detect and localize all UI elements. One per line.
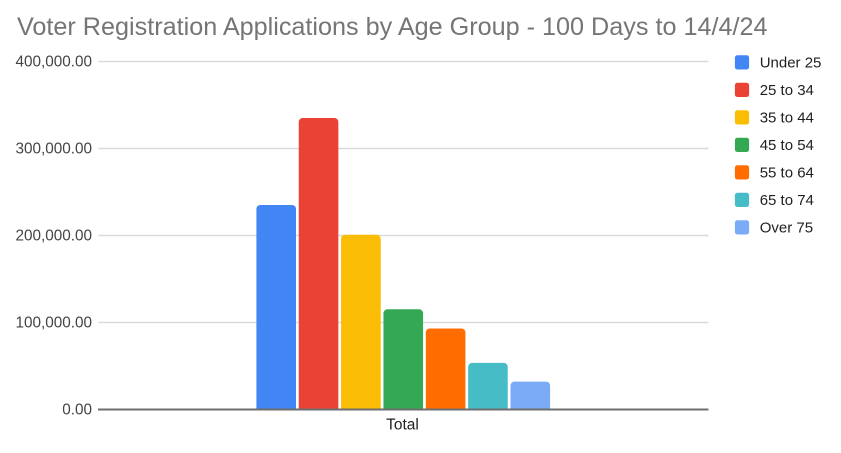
svg-text:25 to 34: 25 to 34 — [760, 82, 814, 99]
svg-text:Voter Registration Application: Voter Registration Applications by Age G… — [17, 13, 767, 41]
svg-text:65 to 74: 65 to 74 — [760, 192, 814, 209]
svg-text:55 to 64: 55 to 64 — [760, 164, 814, 181]
svg-text:Under 25: Under 25 — [760, 54, 822, 71]
svg-text:45 to 54: 45 to 54 — [760, 137, 814, 154]
svg-text:0.00: 0.00 — [62, 402, 92, 419]
svg-text:Total: Total — [386, 417, 419, 434]
svg-text:35 to 44: 35 to 44 — [760, 109, 814, 126]
svg-text:400,000.00: 400,000.00 — [15, 54, 92, 71]
svg-text:200,000.00: 200,000.00 — [15, 228, 92, 245]
svg-text:100,000.00: 100,000.00 — [15, 315, 92, 332]
svg-text:Over 75: Over 75 — [760, 219, 813, 236]
svg-text:300,000.00: 300,000.00 — [15, 141, 92, 158]
